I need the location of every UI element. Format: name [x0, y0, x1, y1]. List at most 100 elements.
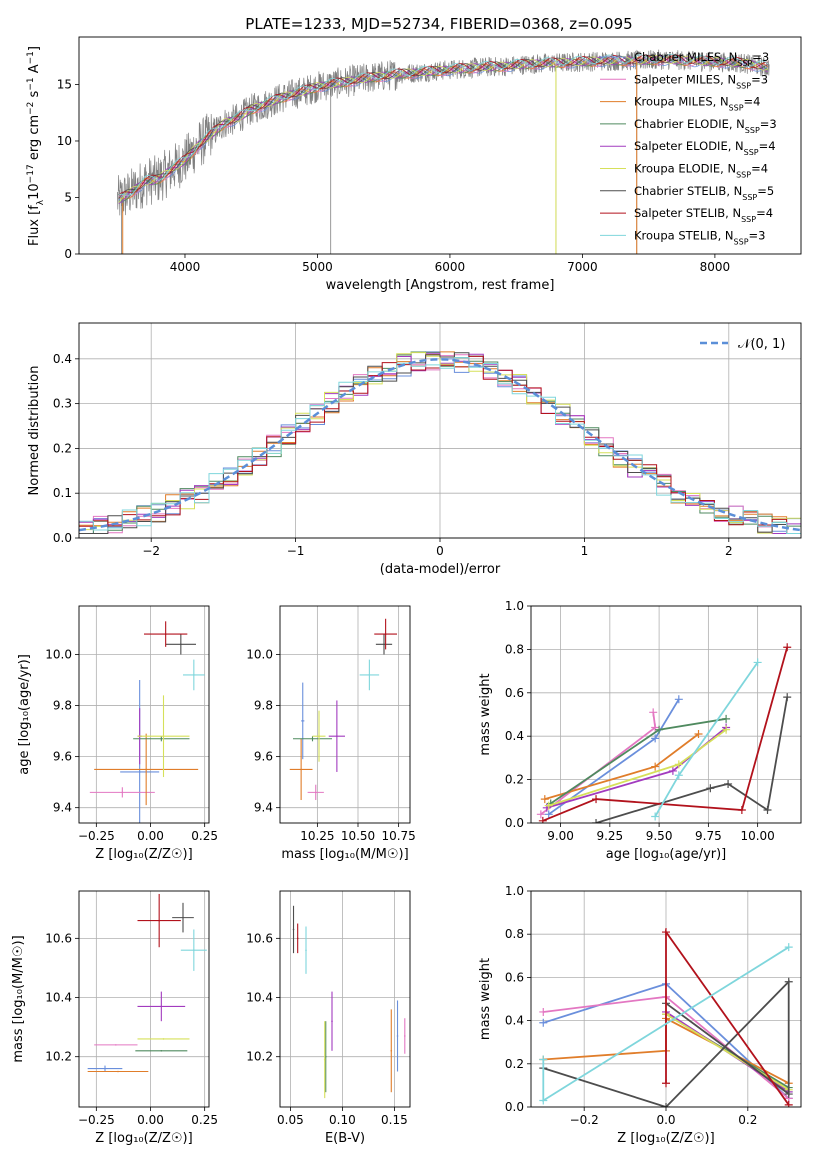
weight-marker-salpeter-miles [649, 708, 658, 717]
weight-marker-kroupa-stelib [674, 771, 683, 780]
mass_vs_Z-xtick-label: 0.00 [137, 1113, 164, 1127]
legend-label-kroupa-stelib: Kroupa STELIB, NSSP=3 [634, 228, 765, 246]
weight_vs_Z-xtick-label: 0.0 [656, 1113, 675, 1127]
point-chabrier-miles [301, 720, 304, 722]
point-chabrier-elodie [160, 1049, 163, 1052]
model-kroupa-stelib [118, 53, 769, 196]
weight_vs_Z-panel: −0.2 0.0 0.2 0.0 0.2 0.4 0.6 0.8 1.0 Z [log₁₀(Z/Z… [478, 884, 802, 1146]
point-salpeter-miles [404, 1035, 406, 1037]
legend-label-main: Salpeter ELODIE, N [634, 139, 744, 153]
point-chabrier-elodie [324, 1055, 327, 1058]
spectrum-xtick-label: 5000 [302, 260, 333, 274]
ylabel-part: A [27, 64, 42, 77]
weight_vs_age-ytick-label: 0.8 [505, 642, 524, 656]
weight-marker-kroupa-stelib [539, 1096, 548, 1105]
legend-label-sub: SSP [729, 103, 744, 112]
weight-marker-chabrier-stelib [592, 819, 601, 823]
weight-marker-kroupa-elodie [544, 801, 553, 810]
weight-marker-salpeter-stelib [538, 816, 547, 823]
mass_vs_ebv-xtick-label: 0.15 [381, 1113, 408, 1127]
age_vs_mass-ytick-label: 10.0 [246, 648, 273, 662]
age_vs_mass-ytick-label: 9.8 [254, 699, 273, 713]
weight_vs_age-ytick-label: 0.2 [505, 773, 524, 787]
legend-label-sub: SSP [741, 215, 756, 224]
age_vs_Z-panel: −0.25 0.00 0.25 9.4 9.6 9.8 10.0 Z [log₁₀(Z/Z☉)… [17, 605, 218, 862]
weight-marker-salpeter-stelib [783, 643, 792, 652]
point-kroupa-stelib [193, 674, 195, 676]
age_vs_mass-xlabel: mass [log₁₀(M/M☉)] [281, 847, 408, 862]
weight-marker-kroupa-stelib [539, 1055, 548, 1064]
observed-spectrum [117, 49, 770, 216]
weight-marker-salpeter-miles [536, 810, 545, 819]
point-salpeter-stelib [158, 919, 160, 922]
spectrum-ytick-label: 0 [64, 247, 72, 261]
residuals-ytick-label: 0.1 [53, 486, 72, 500]
weight-marker-kroupa-miles [651, 762, 660, 771]
weight-line-salpeter-stelib [542, 646, 789, 822]
legend-label-salpeter-miles: Salpeter MILES, NSSP=3 [634, 72, 768, 90]
mass_vs_ebv-plot-area [292, 905, 406, 1099]
weight_vs_Z-plot-area [539, 928, 793, 1107]
spectrum-ylabel: Flux [fλ10−17 erg cm−2 s−1 A−1] [26, 46, 46, 246]
weight-marker-kroupa-stelib [784, 943, 793, 952]
weight-marker-chabrier-elodie [722, 714, 731, 723]
legend-label-normal: 𝒩(0, 1) [738, 337, 785, 352]
residuals-xlabel: (data-model)/error [380, 562, 501, 577]
point-kroupa-stelib [368, 674, 371, 676]
weight-marker-kroupa-elodie [674, 760, 683, 769]
weight_vs_Z-ytick-label: 0.6 [505, 970, 524, 984]
residuals-xtick-label: 2 [725, 544, 733, 558]
point-chabrier-stelib [383, 643, 385, 646]
axes-frame [530, 890, 802, 1108]
mass_vs_ebv-xtick-label: 0.10 [329, 1113, 356, 1127]
point-salpeter-miles [314, 791, 317, 794]
weight_vs_age-xtick-label: 9.00 [547, 829, 574, 843]
spectrum-ytick-label: 5 [64, 190, 72, 204]
residuals-ytick-label: 0.0 [53, 531, 72, 545]
ylabel-part: −17 [26, 164, 36, 183]
normal-curve [79, 358, 801, 532]
weight-marker-kroupa-miles [694, 730, 703, 739]
weight-marker-chabrier-elodie [655, 725, 664, 734]
point-chabrier-miles [138, 771, 141, 773]
weight-marker-salpeter-miles [539, 1007, 548, 1016]
mass_vs_ebv-xtick-label: 0.05 [277, 1113, 304, 1127]
age_vs_mass-panel: 10.25 10.50 10.75 9.4 9.6 9.8 10.0 mass [log₁₀(… [246, 605, 416, 862]
point-chabrier-stelib [292, 928, 295, 931]
legend-label-sub: SSP [737, 59, 752, 68]
axes-frame [530, 605, 802, 824]
residuals-ytick-label: 0.3 [53, 397, 72, 411]
axes-frame [78, 605, 210, 824]
legend-label-tail: =4 [751, 162, 768, 176]
ylabel-part: Flux [f [27, 205, 42, 246]
axes-frame [78, 36, 802, 255]
legend-label-main: Chabrier STELIB, N [634, 184, 742, 198]
age_vs_mass-ytick-label: 9.6 [254, 750, 273, 764]
weight_vs_Z-ytick-label: 0.8 [505, 927, 524, 941]
mass_vs_ebv-xlabel: E(B-V) [325, 1131, 365, 1146]
legend-label-tail: =5 [757, 184, 774, 198]
weight_vs_age-plot-area [536, 643, 792, 823]
age_vs_mass-xtick-label: 10.50 [341, 829, 375, 843]
point-salpeter-elodie [331, 1020, 333, 1022]
point-salpeter-miles [121, 791, 124, 794]
spectrum-xlabel: wavelength [Angstrom, rest frame] [326, 278, 555, 293]
weight-marker-chabrier-stelib [763, 805, 772, 814]
legend-label-salpeter-elodie: Salpeter ELODIE, NSSP=4 [634, 139, 776, 157]
point-kroupa-miles [145, 768, 147, 771]
weight_vs_Z-ytick-label: 0.2 [505, 1057, 524, 1071]
spectrum-ytick-label: 15 [57, 77, 72, 91]
legend-label-sub: SSP [744, 148, 759, 157]
residuals-ylabel: Normed distribution [27, 366, 42, 496]
point-chabrier-stelib [180, 643, 182, 646]
age_vs_Z-ytick-label: 10.0 [45, 648, 72, 662]
legend-label-tail: =4 [759, 139, 776, 153]
spectrum-xtick-label: 4000 [170, 260, 201, 274]
weight-marker-chabrier-stelib [784, 1090, 793, 1099]
age_vs_mass-xtick-label: 10.25 [300, 829, 334, 843]
weight-marker-kroupa-elodie [722, 725, 731, 734]
weight-marker-salpeter-elodie [668, 766, 677, 775]
model-salpeter-miles [118, 57, 769, 198]
mass_vs_Z-ytick-label: 10.6 [45, 931, 72, 945]
